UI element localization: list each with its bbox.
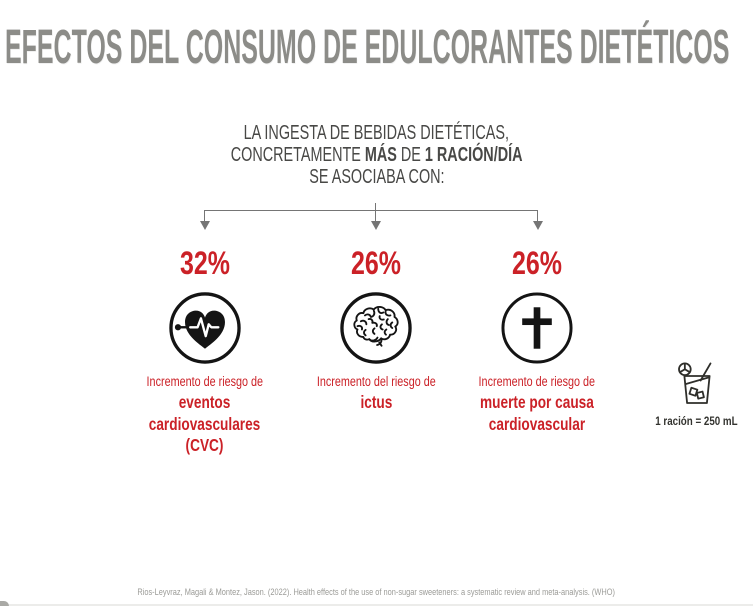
arrow-down-icon: [370, 221, 381, 230]
intro-line-2: CONCRETAMENTE MÁS DE 1 RACIÓN/DÍA: [0, 144, 753, 166]
intro-line-3-text: SE ASOCIABA CON:: [308, 166, 445, 188]
stat-column-stroke: 26%: [286, 246, 466, 414]
stat-emphasis-text: ictus: [360, 392, 392, 412]
percent-value: 26%: [351, 245, 401, 281]
stat-emphasis-text: muerte por causa cardiovascular: [480, 392, 594, 434]
percent-value: 26%: [512, 245, 562, 281]
intro-line-2-bold-mas: MÁS: [364, 144, 397, 166]
page-title-text: EFECTOS DEL CONSUMO DE EDULCORANTES DIET…: [5, 21, 730, 74]
intro-line-1-text: LA INGESTA DE BEBIDAS DIETÉTICAS,: [243, 122, 510, 144]
arrow-down-icon: [199, 221, 210, 230]
connector-arrow-shaft-left: [204, 210, 205, 222]
stat-emphasis-text: eventos cardiovasculares (CVC): [149, 392, 261, 455]
intro-line-1: LA INGESTA DE BEBIDAS DIETÉTICAS,: [0, 122, 753, 144]
stat-lead-text: Incremento de riesgo de: [478, 374, 596, 389]
brain-icon: [340, 292, 412, 364]
stat-icon-wrap: [115, 291, 295, 365]
stat-column-cardiovascular-death: 26% Incremento de riesgo de muerte por c…: [447, 246, 627, 435]
intro-line-2-bold-racion: 1 RACIÓN/DÍA: [424, 144, 523, 166]
drink-glass-icon: [677, 362, 711, 404]
arrow-down-icon: [532, 221, 543, 230]
bottom-edge-strip: [0, 604, 753, 606]
intro-statement: LA INGESTA DE BEBIDAS DIETÉTICAS, CONCRE…: [0, 122, 753, 188]
percent-value: 32%: [180, 245, 230, 281]
citation: Rios-Leyvraz, Magali & Montez, Jason. (2…: [0, 582, 753, 600]
stat-lead-text: Incremento de riesgo de: [146, 374, 264, 389]
stat-column-cardiovascular-events: 32% Incremento de riesgo de eventos card…: [115, 246, 295, 457]
bottom-left-corner-artifact: [0, 601, 9, 606]
connector-horizontal-line: [204, 210, 538, 211]
intro-line-2-text: CONCRETAMENTE MÁS DE 1 RACIÓN/DÍA: [231, 144, 523, 166]
connector-center-stub: [375, 203, 376, 211]
cross-icon: [501, 292, 573, 364]
intro-line-3: SE ASOCIABA CON:: [0, 166, 753, 188]
intro-line-2-mid: DE: [396, 144, 425, 166]
stat-icon-wrap: [447, 291, 627, 365]
heart-pulse-icon: [169, 292, 241, 364]
page-title: EFECTOS DEL CONSUMO DE EDULCORANTES DIET…: [5, 24, 753, 72]
intro-line-2-pre: CONCRETAMENTE: [230, 144, 365, 166]
serving-size-legend: 1 ración = 250 mL: [644, 358, 749, 430]
connector-arrow-shaft-center: [375, 210, 376, 222]
stat-lead-text: Incremento del riesgo de: [316, 374, 436, 389]
stat-icon-wrap: [286, 291, 466, 365]
connector-arrow-shaft-right: [537, 210, 538, 222]
citation-text: Rios-Leyvraz, Magali & Montez, Jason. (2…: [137, 587, 616, 598]
serving-size-label: 1 ración = 250 mL: [655, 416, 738, 428]
